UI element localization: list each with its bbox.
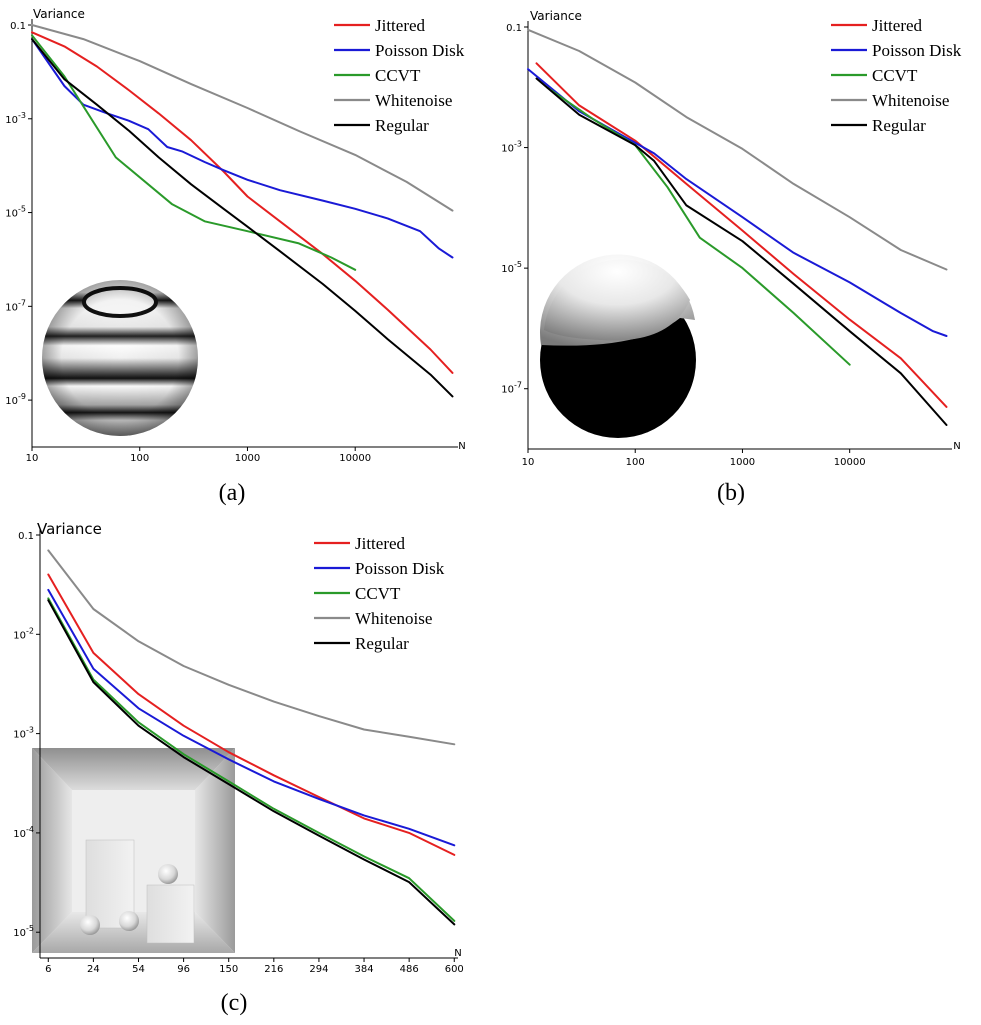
y-axis-title: Variance bbox=[33, 7, 85, 21]
series-line-ccvt bbox=[545, 86, 851, 366]
y-tick-label: 10-9 bbox=[5, 392, 26, 407]
inset-sphere-half bbox=[539, 254, 696, 438]
series-line-ccvt bbox=[47, 597, 456, 922]
y-tick-label: 10-3 bbox=[13, 726, 34, 741]
series-line-poisson-disk bbox=[31, 38, 454, 259]
series-line-whitenoise bbox=[527, 28, 948, 271]
x-tick-label: 96 bbox=[177, 964, 190, 975]
legend-label-poisson-disk: Poisson Disk bbox=[375, 41, 465, 60]
x-tick-label: 216 bbox=[264, 964, 283, 975]
y-tick-label: 0.1 bbox=[506, 23, 522, 34]
legend-label-jittered: Jittered bbox=[375, 16, 426, 35]
y-tick-label: 10-5 bbox=[13, 924, 34, 939]
y-tick-label: 10-7 bbox=[501, 381, 522, 396]
legend-label-regular: Regular bbox=[355, 634, 409, 653]
legend-label-poisson-disk: Poisson Disk bbox=[355, 559, 445, 578]
x-axis-title: N bbox=[953, 441, 960, 452]
inset-cornell-box bbox=[32, 748, 235, 953]
x-tick-label: 10000 bbox=[834, 457, 866, 468]
x-tick-label: 294 bbox=[309, 964, 328, 975]
legend-label-whitenoise: Whitenoise bbox=[872, 91, 949, 110]
legend-label-jittered: Jittered bbox=[355, 534, 406, 553]
legend-label-regular: Regular bbox=[872, 116, 926, 135]
x-tick-label: 384 bbox=[354, 964, 373, 975]
y-tick-label: 0.1 bbox=[18, 531, 34, 542]
chart-panel-b: 10 100 1000 10000 0.1 10-3 10-5 10-7 Variance N Ji… bbox=[501, 9, 961, 506]
series-line-regular bbox=[47, 599, 456, 926]
legend-label-poisson-disk: Poisson Disk bbox=[872, 41, 962, 60]
x-tick-label: 1000 bbox=[235, 453, 260, 464]
x-tick-label: 600 bbox=[445, 964, 464, 975]
y-axis-title: Variance bbox=[530, 9, 582, 23]
y-tick-label: 10-3 bbox=[5, 111, 26, 126]
legend-label-whitenoise: Whitenoise bbox=[355, 609, 432, 628]
legend-label-ccvt: CCVT bbox=[355, 584, 401, 603]
series-line-whitenoise bbox=[31, 24, 454, 212]
series-line-ccvt bbox=[31, 34, 357, 271]
x-tick-label: 486 bbox=[400, 964, 419, 975]
y-axis-title: Variance bbox=[37, 520, 102, 538]
x-tick-label: 150 bbox=[219, 964, 238, 975]
y-tick-label: 10-7 bbox=[5, 298, 26, 313]
inset-sphere-bands bbox=[42, 280, 198, 436]
series-line-poisson-disk bbox=[47, 588, 456, 847]
legend-label-ccvt: CCVT bbox=[872, 66, 918, 85]
series-line-whitenoise bbox=[47, 549, 456, 746]
chart-panel-a: 10 100 1000 10000 0.1 10-3 10-5 10-7 10-9 Varianc… bbox=[5, 7, 465, 506]
y-tick-label: 10-5 bbox=[501, 260, 522, 275]
legend-label-jittered: Jittered bbox=[872, 16, 923, 35]
x-tick-label: 100 bbox=[626, 457, 645, 468]
series-line-regular bbox=[31, 38, 454, 398]
legend-label-regular: Regular bbox=[375, 116, 429, 135]
y-tick-label: 10-3 bbox=[501, 140, 522, 155]
series-line-jittered bbox=[47, 573, 456, 856]
x-tick-label: 6 bbox=[45, 964, 51, 975]
legend-label-ccvt: CCVT bbox=[375, 66, 421, 85]
series-line-jittered bbox=[535, 62, 948, 408]
x-tick-label: 100 bbox=[130, 453, 149, 464]
series-line-jittered bbox=[31, 31, 454, 374]
y-tick-label: 10-2 bbox=[13, 626, 34, 641]
legend-label-whitenoise: Whitenoise bbox=[375, 91, 452, 110]
x-axis-title: N bbox=[454, 948, 461, 959]
x-tick-label: 54 bbox=[132, 964, 145, 975]
panel-caption: (a) bbox=[219, 480, 246, 506]
y-tick-label: 10-5 bbox=[5, 205, 26, 220]
y-tick-label: 0.1 bbox=[10, 21, 26, 32]
y-tick-label: 10-4 bbox=[13, 825, 34, 840]
x-tick-label: 10 bbox=[26, 453, 39, 464]
x-axis-title: N bbox=[458, 441, 465, 452]
series-line-regular bbox=[535, 77, 948, 426]
panel-caption: (c) bbox=[221, 990, 248, 1016]
series-line-poisson-disk bbox=[527, 68, 948, 337]
x-tick-label: 10000 bbox=[339, 453, 371, 464]
panel-caption: (b) bbox=[717, 480, 745, 506]
chart-panel-c: 6 24 54 96 150 216 294 384 486 600 0.1 10-2 10-3 10-4… bbox=[13, 520, 464, 1016]
x-tick-label: 10 bbox=[522, 457, 535, 468]
x-tick-label: 24 bbox=[87, 964, 100, 975]
x-tick-label: 1000 bbox=[730, 457, 755, 468]
